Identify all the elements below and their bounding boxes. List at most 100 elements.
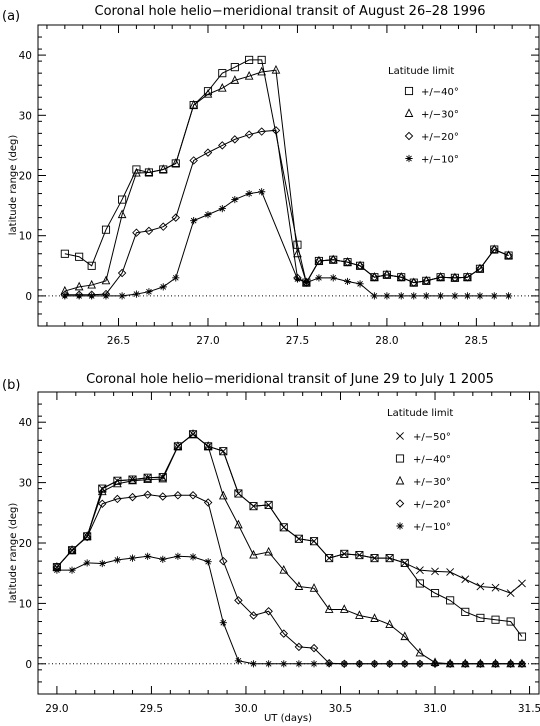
data-point xyxy=(244,70,254,80)
data-point xyxy=(113,494,122,504)
data-point xyxy=(68,566,76,574)
data-point xyxy=(74,281,84,291)
data-point xyxy=(436,273,445,282)
data-point xyxy=(257,66,266,76)
data-point xyxy=(171,158,181,167)
data-point xyxy=(218,69,227,78)
y-tick-label: 20 xyxy=(19,538,32,550)
data-point xyxy=(325,660,333,668)
data-point xyxy=(189,156,198,165)
data-point xyxy=(113,476,122,485)
data-point xyxy=(294,534,303,543)
x-tick-label: 31.0 xyxy=(423,703,446,715)
y-axis-label: latitude range (deg) xyxy=(8,135,19,236)
data-point xyxy=(507,660,515,668)
data-point xyxy=(249,502,258,511)
data-point xyxy=(53,566,61,574)
data-point xyxy=(329,274,337,282)
data-point xyxy=(517,632,527,641)
series-x xyxy=(52,430,526,598)
data-point xyxy=(204,558,212,566)
x-tick-label: 28.0 xyxy=(375,335,398,347)
legend-title: Latitude limit xyxy=(387,408,453,419)
series-asterisk xyxy=(61,188,513,300)
data-point xyxy=(113,556,122,564)
data-point xyxy=(280,660,288,668)
data-point xyxy=(218,490,228,500)
data-point xyxy=(410,292,418,300)
data-point xyxy=(203,148,213,157)
y-tick-label: 10 xyxy=(19,231,32,243)
data-point xyxy=(75,252,84,261)
data-point xyxy=(506,617,515,626)
x-tick-label: 28.5 xyxy=(465,335,488,347)
legend-label: +/−20° xyxy=(413,500,451,511)
data-point xyxy=(328,255,338,265)
data-point xyxy=(128,475,137,485)
x-tick-label: 30.5 xyxy=(329,703,352,715)
series-asterisk xyxy=(53,552,526,668)
y-tick-label: 30 xyxy=(19,110,32,122)
data-point xyxy=(75,292,83,300)
data-point xyxy=(385,554,394,563)
data-point xyxy=(258,188,266,196)
data-point xyxy=(265,660,273,668)
data-point xyxy=(102,292,110,300)
data-point xyxy=(271,126,281,135)
legend-label: +/−40° xyxy=(413,455,451,466)
data-point xyxy=(518,660,526,668)
data-point xyxy=(415,647,425,657)
legend-marker xyxy=(395,475,405,485)
data-point xyxy=(476,613,485,622)
data-point xyxy=(325,554,334,563)
data-point xyxy=(128,554,137,562)
chart-title: Coronal hole helio−meridional transit of… xyxy=(95,4,486,19)
y-tick-label: 0 xyxy=(25,291,32,303)
data-point xyxy=(171,213,181,222)
data-point xyxy=(355,261,365,271)
data-point xyxy=(343,277,352,286)
data-point xyxy=(173,491,183,500)
data-point xyxy=(218,205,226,213)
data-point xyxy=(415,566,424,575)
data-point xyxy=(271,64,281,74)
data-point xyxy=(83,559,91,567)
data-point xyxy=(446,596,455,605)
data-point xyxy=(397,292,405,300)
series-diamond xyxy=(60,126,513,299)
series-square xyxy=(52,430,527,641)
data-point xyxy=(400,631,410,641)
legend-label: +/−10° xyxy=(413,522,451,533)
data-point xyxy=(234,596,243,605)
data-point xyxy=(204,211,212,219)
data-point xyxy=(339,604,349,613)
data-point xyxy=(401,660,409,668)
data-point xyxy=(295,660,303,668)
data-point xyxy=(203,441,213,450)
data-point xyxy=(88,292,96,300)
data-point xyxy=(219,447,228,456)
data-point xyxy=(249,549,258,559)
data-point xyxy=(87,279,97,289)
data-point xyxy=(343,257,352,267)
data-point xyxy=(491,583,500,592)
data-point xyxy=(356,280,364,288)
legend-label: +/−30° xyxy=(421,110,459,121)
data-point xyxy=(309,583,319,592)
y-tick-label: 20 xyxy=(19,171,32,183)
data-point xyxy=(314,256,324,266)
data-point xyxy=(294,581,304,590)
data-point xyxy=(324,604,334,613)
data-point xyxy=(144,167,154,176)
data-point xyxy=(476,292,484,300)
data-point xyxy=(118,195,127,204)
data-point xyxy=(234,519,243,529)
series-line xyxy=(56,494,522,665)
series-line xyxy=(56,433,523,637)
data-point xyxy=(302,279,310,287)
x-tick-label: 30.0 xyxy=(234,703,257,715)
data-point xyxy=(491,615,500,624)
data-point xyxy=(144,226,154,236)
data-point xyxy=(172,274,180,282)
